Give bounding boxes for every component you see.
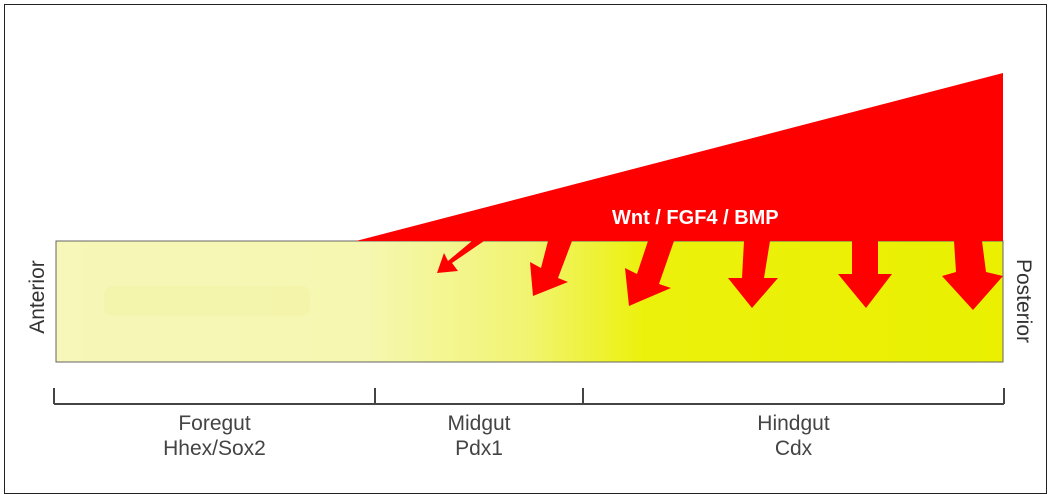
region-name-foregut: Foregut	[178, 412, 251, 435]
region-midgut: Midgut Pdx1	[375, 411, 583, 461]
posterior-label: Posterior	[1012, 258, 1035, 344]
signal-arrow-6	[942, 241, 1003, 310]
signal-label: Wnt / FGF4 / BMP	[612, 207, 779, 229]
region-brackets	[53, 388, 1005, 405]
region-hindgut: Hindgut Cdx	[583, 411, 1004, 461]
anterior-label: Anterior	[26, 260, 49, 334]
region-marker-midgut: Pdx1	[455, 437, 503, 460]
foregut-shading	[104, 286, 310, 316]
signal-arrow-5	[838, 241, 892, 308]
signal-arrow-1	[437, 241, 484, 273]
signal-gradient-wedge	[356, 73, 1003, 241]
region-foregut: Foregut Hhex/Sox2	[54, 411, 375, 461]
region-marker-foregut: Hhex/Sox2	[163, 437, 266, 460]
region-name-hindgut: Hindgut	[757, 412, 830, 435]
signal-arrow-3	[625, 241, 674, 306]
signal-arrows	[437, 241, 1003, 310]
signal-arrow-2	[530, 241, 572, 296]
region-marker-hindgut: Cdx	[774, 437, 813, 460]
region-name-midgut: Midgut	[447, 412, 511, 435]
signal-arrow-4	[728, 241, 778, 308]
